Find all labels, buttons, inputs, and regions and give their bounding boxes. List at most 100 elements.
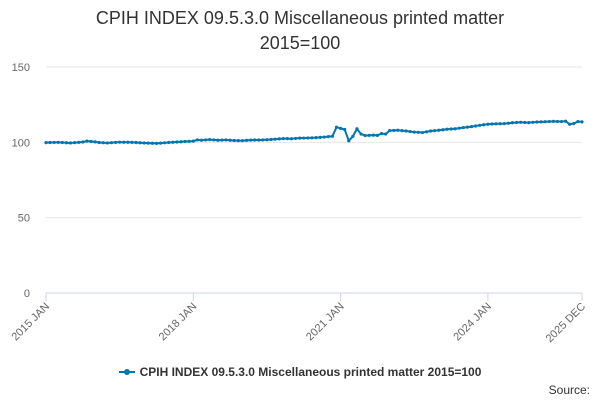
data-point[interactable] xyxy=(68,141,73,145)
data-point[interactable] xyxy=(449,127,453,131)
data-point[interactable] xyxy=(167,140,171,145)
data-point[interactable] xyxy=(60,140,64,145)
data-point[interactable] xyxy=(154,141,159,145)
data-point[interactable] xyxy=(568,122,572,126)
data-point[interactable] xyxy=(559,119,564,124)
data-point[interactable] xyxy=(465,125,470,129)
data-point[interactable] xyxy=(551,119,555,123)
data-point[interactable] xyxy=(580,120,584,124)
data-point[interactable] xyxy=(564,119,568,123)
data-point[interactable] xyxy=(498,122,502,126)
data-point[interactable] xyxy=(523,120,527,125)
data-point[interactable] xyxy=(138,141,142,145)
data-point[interactable] xyxy=(113,140,118,145)
data-point[interactable] xyxy=(298,136,302,140)
data-point[interactable] xyxy=(191,139,195,143)
data-point[interactable] xyxy=(461,125,465,130)
data-point[interactable] xyxy=(236,139,240,143)
data-point[interactable] xyxy=(359,132,363,136)
data-point[interactable] xyxy=(142,141,146,145)
data-point[interactable] xyxy=(265,138,269,142)
data-point[interactable] xyxy=(494,122,498,126)
data-point[interactable] xyxy=(302,136,306,140)
data-point[interactable] xyxy=(73,141,77,145)
data-point[interactable] xyxy=(118,140,122,144)
data-point[interactable] xyxy=(257,138,261,142)
data-point[interactable] xyxy=(326,135,330,139)
data-point[interactable] xyxy=(396,128,400,132)
data-point[interactable] xyxy=(433,129,437,133)
data-point[interactable] xyxy=(416,130,420,134)
data-point[interactable] xyxy=(404,129,408,133)
data-point[interactable] xyxy=(146,141,150,145)
data-point[interactable] xyxy=(281,136,285,141)
data-point[interactable] xyxy=(195,138,199,142)
data-point[interactable] xyxy=(261,138,265,142)
data-point[interactable] xyxy=(506,121,510,125)
data-point[interactable] xyxy=(44,141,48,145)
data-point[interactable] xyxy=(510,121,515,125)
data-point[interactable] xyxy=(543,120,547,124)
data-point[interactable] xyxy=(208,138,212,142)
legend-item[interactable]: CPIH INDEX 09.5.3.0 Miscellaneous printe… xyxy=(118,365,481,379)
data-point[interactable] xyxy=(273,137,277,141)
data-point[interactable] xyxy=(220,138,224,142)
data-point[interactable] xyxy=(478,123,482,127)
data-point[interactable] xyxy=(216,138,220,142)
data-point[interactable] xyxy=(535,120,539,124)
data-point[interactable] xyxy=(293,136,298,141)
data-point[interactable] xyxy=(228,138,232,142)
data-point[interactable] xyxy=(424,130,429,134)
data-point[interactable] xyxy=(77,140,81,144)
data-point[interactable] xyxy=(531,120,535,124)
data-point[interactable] xyxy=(388,128,392,133)
data-point[interactable] xyxy=(474,124,478,128)
data-point[interactable] xyxy=(347,139,351,143)
data-point[interactable] xyxy=(457,126,461,130)
data-point[interactable] xyxy=(232,138,236,143)
data-point[interactable] xyxy=(547,119,551,124)
data-point[interactable] xyxy=(355,127,359,131)
data-point[interactable] xyxy=(351,134,355,138)
data-point[interactable] xyxy=(539,120,543,124)
data-point[interactable] xyxy=(339,126,343,130)
data-point[interactable] xyxy=(253,138,257,142)
data-point[interactable] xyxy=(400,129,404,133)
data-point[interactable] xyxy=(199,138,204,142)
data-point[interactable] xyxy=(371,133,375,137)
data-point[interactable] xyxy=(445,127,449,131)
data-point[interactable] xyxy=(408,129,412,134)
data-point[interactable] xyxy=(572,121,576,126)
data-point[interactable] xyxy=(109,141,114,145)
data-point[interactable] xyxy=(126,140,130,144)
data-point[interactable] xyxy=(52,140,56,145)
data-point[interactable] xyxy=(224,138,228,142)
data-point[interactable] xyxy=(240,139,244,143)
data-point[interactable] xyxy=(81,140,85,144)
data-point[interactable] xyxy=(48,140,52,145)
data-point[interactable] xyxy=(130,140,134,144)
data-point[interactable] xyxy=(490,122,494,126)
data-point[interactable] xyxy=(248,138,253,142)
data-point[interactable] xyxy=(150,141,154,145)
data-point[interactable] xyxy=(203,138,208,142)
data-point[interactable] xyxy=(85,139,89,143)
data-point[interactable] xyxy=(343,127,347,132)
data-point[interactable] xyxy=(486,122,490,126)
data-point[interactable] xyxy=(212,138,216,142)
data-point[interactable] xyxy=(306,136,310,140)
data-point[interactable] xyxy=(420,130,425,135)
data-point[interactable] xyxy=(56,140,60,144)
data-point[interactable] xyxy=(392,128,396,133)
data-point[interactable] xyxy=(519,120,523,124)
data-point[interactable] xyxy=(334,125,339,129)
data-point[interactable] xyxy=(367,133,371,137)
data-point[interactable] xyxy=(429,129,433,133)
data-point[interactable] xyxy=(384,132,388,136)
data-point[interactable] xyxy=(379,131,384,136)
data-point[interactable] xyxy=(163,141,167,145)
data-point[interactable] xyxy=(318,135,322,139)
data-point[interactable] xyxy=(89,139,93,144)
data-point[interactable] xyxy=(269,137,273,142)
data-point[interactable] xyxy=(97,140,101,145)
